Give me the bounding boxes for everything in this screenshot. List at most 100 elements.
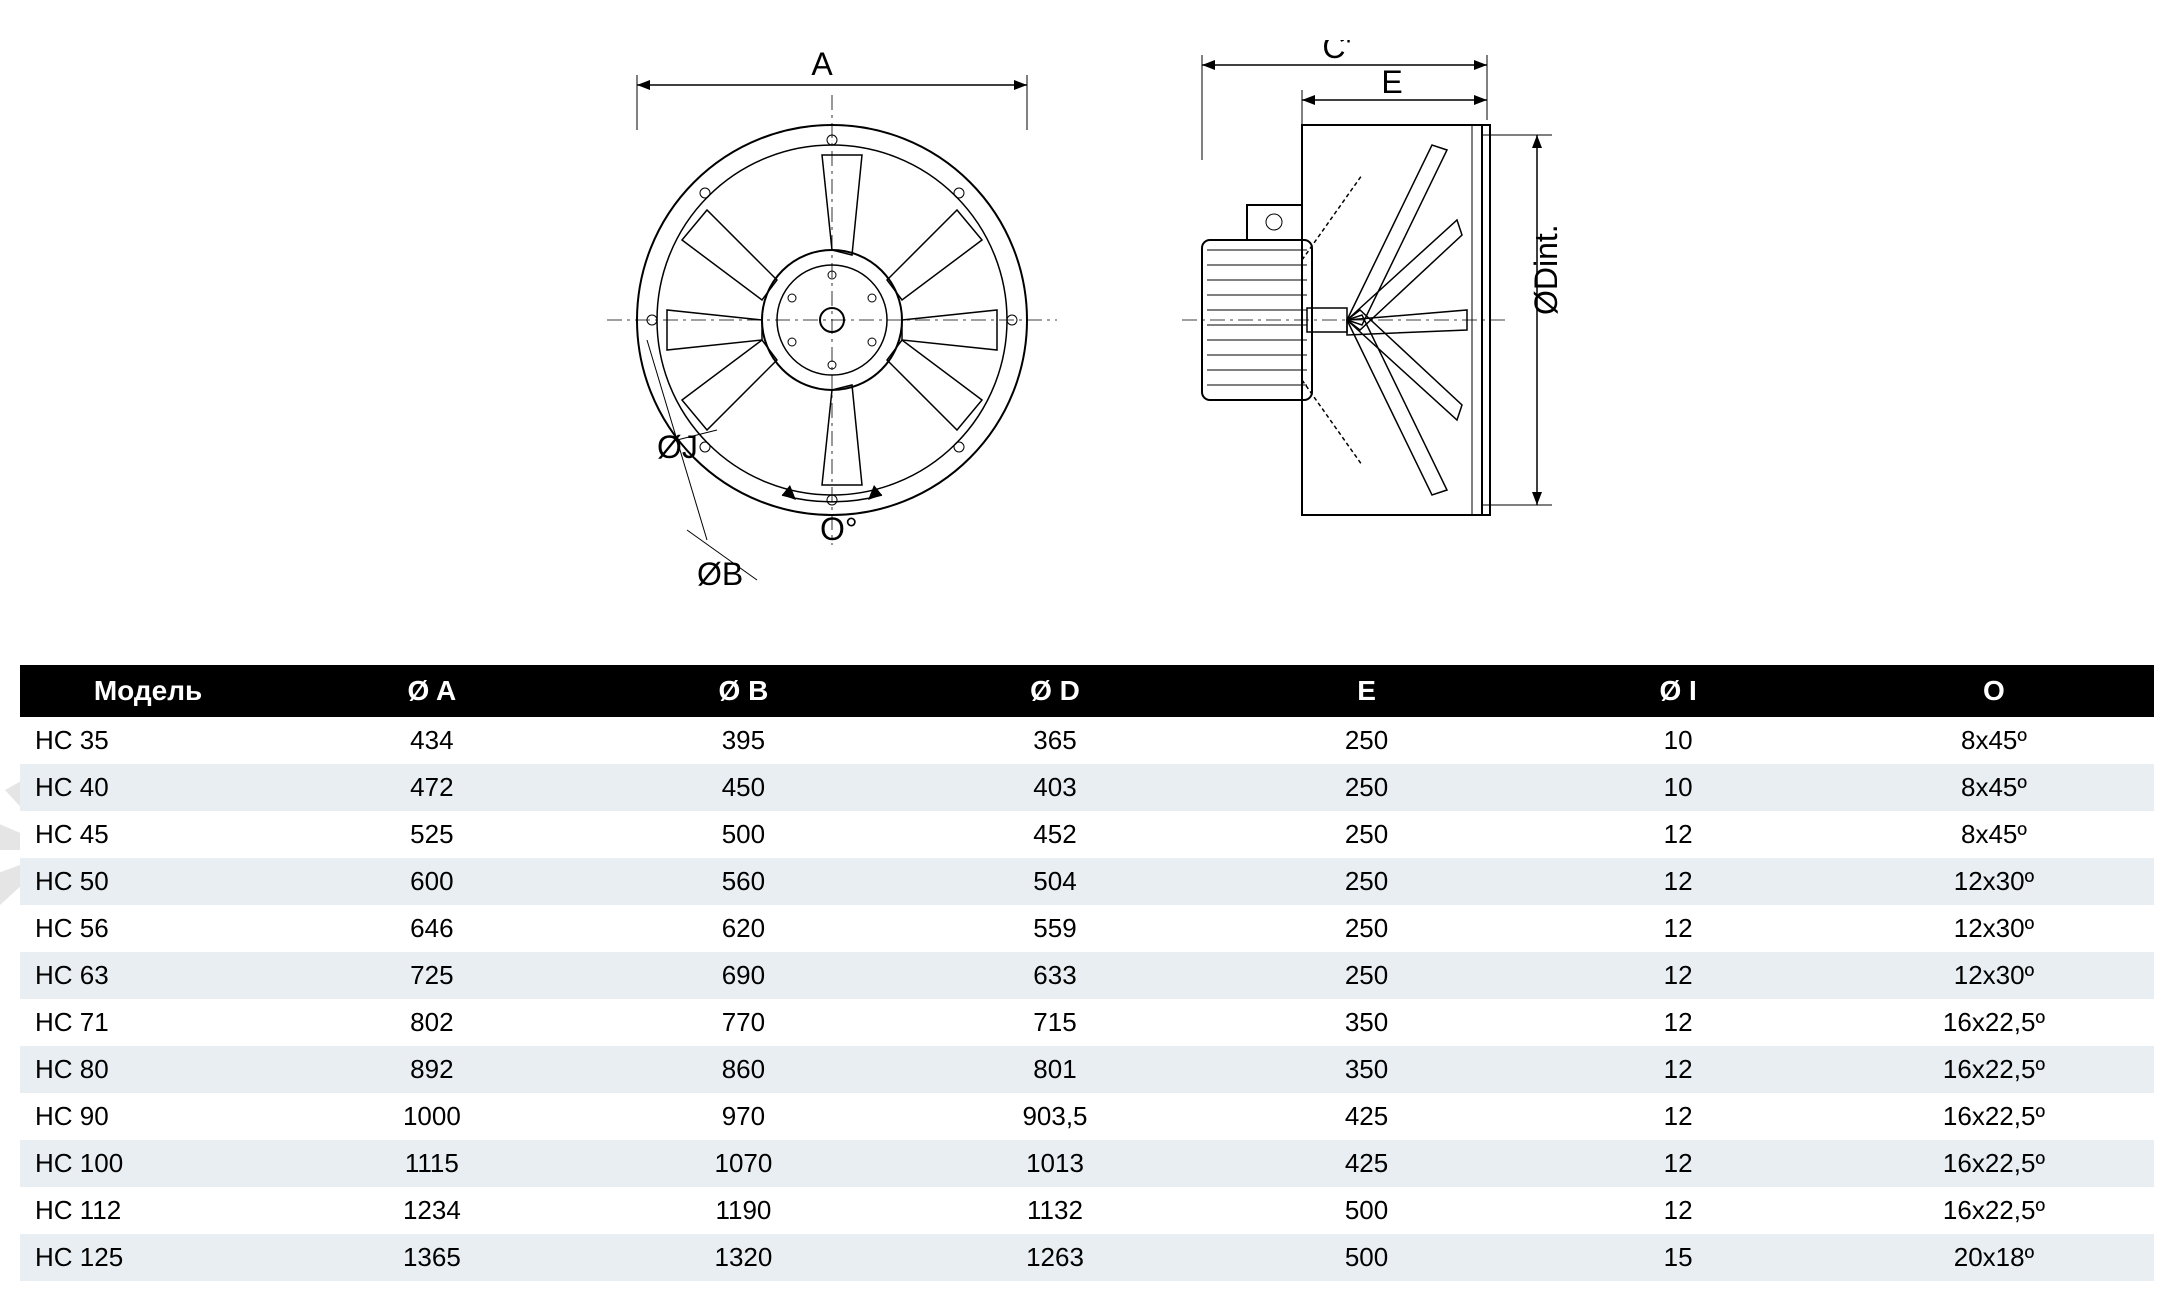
table-cell: 434 <box>276 717 588 764</box>
table-cell: 1000 <box>276 1093 588 1140</box>
table-cell: HC 125 <box>20 1234 276 1281</box>
table-row: HC 637256906332501212x30º <box>20 952 2154 999</box>
table-cell: 16x22,5º <box>1834 1093 2154 1140</box>
table-row: HC 1121234119011325001216x22,5º <box>20 1187 2154 1234</box>
table-cell: 8x45º <box>1834 717 2154 764</box>
label-b: ØB <box>697 556 743 592</box>
table-cell: 16x22,5º <box>1834 999 2154 1046</box>
label-a: A <box>811 46 833 82</box>
table-cell: 1115 <box>276 1140 588 1187</box>
table-cell: 10 <box>1522 717 1834 764</box>
table-cell: 1132 <box>899 1187 1211 1234</box>
table-row: HC 35434395365250108x45º <box>20 717 2154 764</box>
table-cell: 1365 <box>276 1234 588 1281</box>
table-cell: 250 <box>1211 952 1523 999</box>
table-cell: 450 <box>588 764 900 811</box>
table-cell: 500 <box>1211 1234 1523 1281</box>
label-d-int: ØDint. <box>1528 224 1564 315</box>
table-cell: HC 63 <box>20 952 276 999</box>
table-cell: HC 56 <box>20 905 276 952</box>
table-cell: 725 <box>276 952 588 999</box>
table-row: HC 45525500452250128x45º <box>20 811 2154 858</box>
diagram-section: A <box>20 20 2154 625</box>
table-cell: 250 <box>1211 764 1523 811</box>
table-cell: 500 <box>588 811 900 858</box>
table-cell: 600 <box>276 858 588 905</box>
table-cell: 1013 <box>899 1140 1211 1187</box>
table-cell: HC 71 <box>20 999 276 1046</box>
table-cell: 633 <box>899 952 1211 999</box>
table-cell: 395 <box>588 717 900 764</box>
table-cell: 250 <box>1211 858 1523 905</box>
table-cell: 525 <box>276 811 588 858</box>
label-j: ØJ <box>657 429 698 465</box>
table-cell: 12 <box>1522 905 1834 952</box>
header-e: E <box>1211 665 1523 717</box>
header-a: Ø A <box>276 665 588 717</box>
table-cell: 12 <box>1522 952 1834 999</box>
table-row: HC 506005605042501212x30º <box>20 858 2154 905</box>
table-row: HC 901000970903,54251216x22,5º <box>20 1093 2154 1140</box>
table-cell: 20x18º <box>1834 1234 2154 1281</box>
table-cell: HC 45 <box>20 811 276 858</box>
table-cell: HC 112 <box>20 1187 276 1234</box>
table-cell: 1234 <box>276 1187 588 1234</box>
table-cell: 12 <box>1522 1187 1834 1234</box>
dimensions-table: Модель Ø A Ø B Ø D E Ø I O HC 3543439536… <box>20 665 2154 1281</box>
label-e: E <box>1381 64 1402 100</box>
table-cell: 250 <box>1211 811 1523 858</box>
table-cell: 770 <box>588 999 900 1046</box>
table-header-row: Модель Ø A Ø B Ø D E Ø I O <box>20 665 2154 717</box>
table-cell: 350 <box>1211 1046 1523 1093</box>
table-cell: 559 <box>899 905 1211 952</box>
table-row: HC 566466205592501212x30º <box>20 905 2154 952</box>
table-cell: 715 <box>899 999 1211 1046</box>
table-row: HC 1001115107010134251216x22,5º <box>20 1140 2154 1187</box>
table-cell: 10 <box>1522 764 1834 811</box>
table-cell: 801 <box>899 1046 1211 1093</box>
table-cell: 16x22,5º <box>1834 1140 2154 1187</box>
table-cell: 560 <box>588 858 900 905</box>
table-cell: HC 50 <box>20 858 276 905</box>
table-cell: 12x30º <box>1834 952 2154 999</box>
header-o: O <box>1834 665 2154 717</box>
table-cell: 1070 <box>588 1140 900 1187</box>
table-cell: 892 <box>276 1046 588 1093</box>
table-cell: 452 <box>899 811 1211 858</box>
table-cell: 250 <box>1211 905 1523 952</box>
table-cell: 620 <box>588 905 900 952</box>
header-model: Модель <box>20 665 276 717</box>
table-cell: 16x22,5º <box>1834 1046 2154 1093</box>
table-cell: HC 100 <box>20 1140 276 1187</box>
table-cell: 8x45º <box>1834 764 2154 811</box>
header-b: Ø B <box>588 665 900 717</box>
table-cell: 12 <box>1522 1046 1834 1093</box>
table-cell: 12 <box>1522 999 1834 1046</box>
table-cell: 802 <box>276 999 588 1046</box>
table-cell: 1263 <box>899 1234 1211 1281</box>
table-cell: 903,5 <box>899 1093 1211 1140</box>
header-d: Ø D <box>899 665 1211 717</box>
table-cell: 1320 <box>588 1234 900 1281</box>
table-cell: 16x22,5º <box>1834 1187 2154 1234</box>
table-cell: 12x30º <box>1834 858 2154 905</box>
table-cell: 403 <box>899 764 1211 811</box>
table-row: HC 1251365132012635001520x18º <box>20 1234 2154 1281</box>
table-cell: HC 40 <box>20 764 276 811</box>
table-cell: 504 <box>899 858 1211 905</box>
side-view-diagram: C' E <box>1162 40 1612 605</box>
table-row: HC 40472450403250108x45º <box>20 764 2154 811</box>
table-cell: 425 <box>1211 1140 1523 1187</box>
table-row: HC 718027707153501216x22,5º <box>20 999 2154 1046</box>
table-cell: HC 35 <box>20 717 276 764</box>
table-cell: 350 <box>1211 999 1523 1046</box>
front-view-diagram: A <box>562 40 1082 605</box>
table-cell: HC 80 <box>20 1046 276 1093</box>
table-row: HC 808928608013501216x22,5º <box>20 1046 2154 1093</box>
table-cell: 12x30º <box>1834 905 2154 952</box>
table-cell: 365 <box>899 717 1211 764</box>
table-cell: 12 <box>1522 1140 1834 1187</box>
header-i: Ø I <box>1522 665 1834 717</box>
table-cell: HC 90 <box>20 1093 276 1140</box>
table-cell: 690 <box>588 952 900 999</box>
